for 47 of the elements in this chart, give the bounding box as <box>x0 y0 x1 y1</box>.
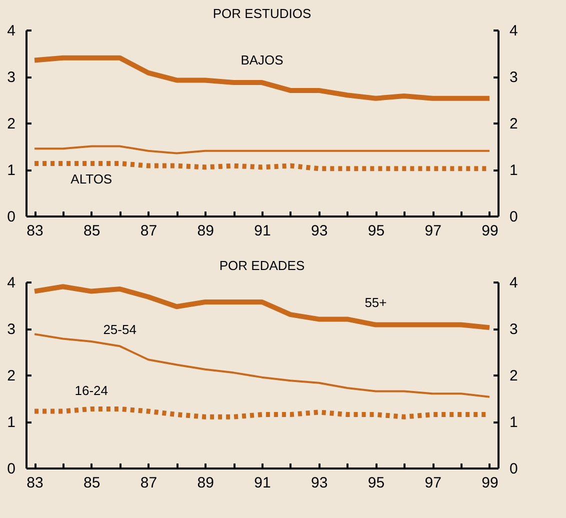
series-label: 16-24 <box>74 382 108 398</box>
y-tick-label: 4 <box>7 22 16 40</box>
y-tick-label: 1 <box>7 414 16 431</box>
y2-tick-label: 4 <box>510 274 518 292</box>
y2-tick-label: 0 <box>510 208 518 226</box>
chart-title: POR ESTUDIOS <box>212 6 312 21</box>
x-tick-label: 99 <box>482 474 498 492</box>
y-tick-label: 2 <box>7 116 16 132</box>
y-tick-label: 3 <box>7 69 16 86</box>
series-label: 55+ <box>364 294 387 310</box>
y-tick-label: 3 <box>7 321 16 338</box>
x-tick-label: 87 <box>140 474 158 492</box>
y2-tick-label: 2 <box>510 116 518 132</box>
x-tick-label: 91 <box>254 474 271 492</box>
x-tick-label: 93 <box>311 474 328 492</box>
series-label: 25-54 <box>103 322 136 338</box>
y2-tick-label: 4 <box>510 22 518 40</box>
y-tick-label: 0 <box>7 208 16 226</box>
y2-tick-label: 3 <box>510 69 518 86</box>
x-tick-label: 89 <box>197 222 214 240</box>
y-tick-label: 0 <box>7 460 16 478</box>
y2-tick-label: 2 <box>510 368 518 384</box>
line-series <box>34 333 490 398</box>
x-tick-label: 95 <box>368 474 385 492</box>
x-tick-label: 87 <box>140 222 158 240</box>
y2-tick-label: 1 <box>510 162 518 179</box>
x-tick-label: 93 <box>311 222 328 240</box>
y-tick-label: 4 <box>7 274 16 292</box>
x-tick-label: 83 <box>26 222 44 240</box>
chart-title: POR EDADES <box>219 258 305 273</box>
y2-tick-label: 1 <box>510 414 518 431</box>
y2-tick-label: 3 <box>510 321 518 338</box>
x-tick-label: 89 <box>197 474 214 492</box>
x-tick-label: 91 <box>254 222 271 240</box>
x-tick-label: 97 <box>424 222 442 240</box>
x-tick-label: 95 <box>368 222 385 240</box>
x-tick-label: 85 <box>84 222 100 240</box>
x-tick-label: 97 <box>424 474 442 492</box>
x-tick-label: 83 <box>26 474 44 492</box>
x-tick-label: 99 <box>482 222 498 240</box>
series-label: ALTOS <box>70 171 112 186</box>
x-tick-label: 85 <box>84 474 100 492</box>
y2-tick-label: 0 <box>510 460 518 478</box>
line-series <box>34 145 490 154</box>
y-tick-label: 2 <box>7 368 16 384</box>
y-tick-label: 1 <box>7 162 16 179</box>
series-label: BAJOS <box>240 52 284 68</box>
